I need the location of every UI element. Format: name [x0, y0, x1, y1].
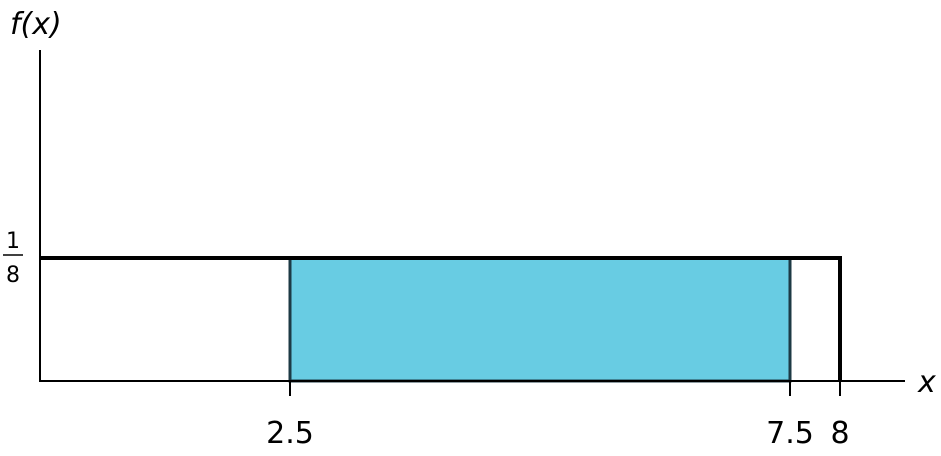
y-axis-label: f(x): [10, 7, 62, 42]
shaded-region: [288, 256, 792, 383]
x-tick-label: 2.5: [266, 416, 314, 451]
density-label-denominator: 8: [6, 263, 20, 288]
density-label-numerator: 1: [6, 229, 20, 254]
x-tick-label: 8: [830, 416, 849, 451]
x-axis-label: x: [917, 365, 936, 400]
x-axis-ticks: 2.5 7.5 8: [266, 381, 850, 451]
x-tick-label: 7.5: [766, 416, 814, 451]
